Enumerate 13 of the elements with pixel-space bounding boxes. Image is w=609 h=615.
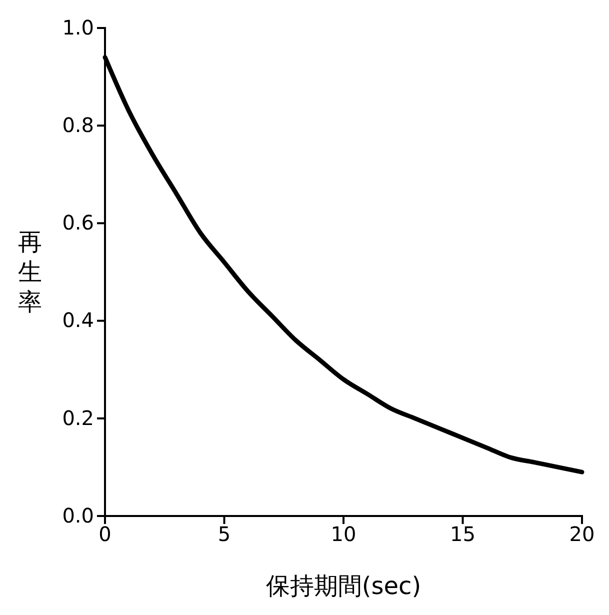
y-tick-label: 0.0 bbox=[62, 503, 94, 528]
x-tick-label: 5 bbox=[218, 522, 231, 546]
y-tick-label: 0.6 bbox=[62, 210, 94, 235]
x-tick-label: 20 bbox=[569, 522, 595, 546]
y-tick-label: 0.4 bbox=[62, 308, 94, 332]
y-tick-label: 0.8 bbox=[62, 113, 94, 137]
x-axis-title: 保持期間(sec) bbox=[266, 572, 422, 600]
x-tick-label: 10 bbox=[330, 522, 356, 546]
y-tick-label: 0.2 bbox=[62, 406, 94, 430]
y-axis-title: 再生率 bbox=[18, 228, 42, 316]
y-tick-label: 1.0 bbox=[62, 15, 94, 40]
x-tick-label: 0 bbox=[98, 522, 112, 546]
x-tick-label: 15 bbox=[450, 522, 476, 546]
